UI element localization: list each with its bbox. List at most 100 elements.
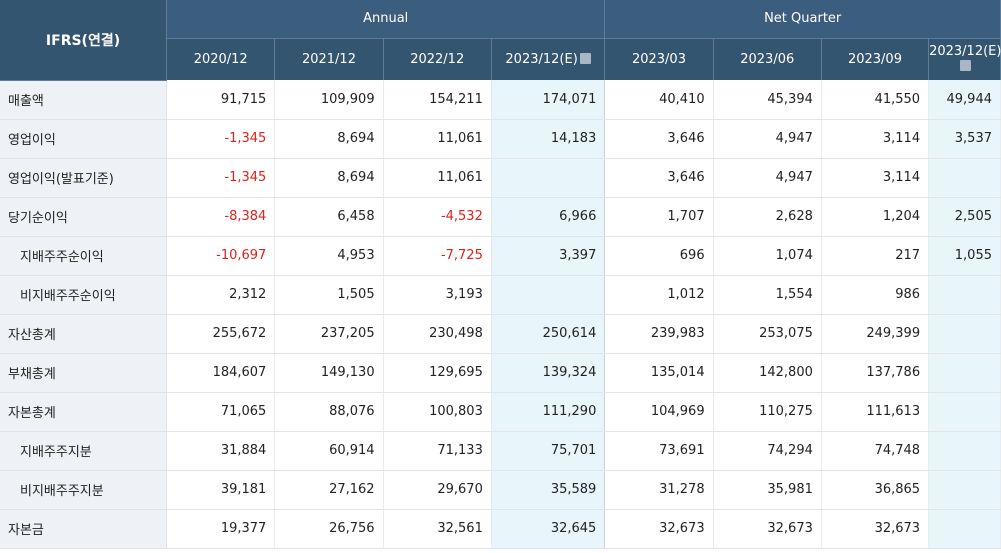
table-row: 당기순이익 -8,384 6,458 -4,532 6,966 1,707 2,628 1,2… (0, 197, 1001, 237)
table-cell (928, 314, 1001, 354)
table-cell: 149,130 (274, 353, 384, 393)
table-cell: 32,673 (713, 509, 822, 549)
table-cell: 6,966 (491, 197, 606, 237)
table-cell: 74,294 (713, 431, 822, 471)
table-cell: 45,394 (713, 80, 822, 120)
row-label: 영업이익 (0, 119, 168, 159)
table-cell: 3,537 (928, 119, 1001, 159)
table-cell: 142,800 (713, 353, 822, 393)
table-cell: 11,061 (383, 119, 492, 159)
table-cell: 137,786 (821, 353, 930, 393)
table-cell: 111,613 (821, 392, 930, 432)
table-cell: 71,133 (383, 431, 492, 471)
table-cell: 32,561 (383, 509, 492, 549)
table-row: 부채총계 184,607 149,130 129,695 139,324 135,014 1… (0, 353, 1001, 393)
row-label: 자본금 (0, 509, 168, 549)
table-row: 자본금 19,377 26,756 32,561 32,645 32,673 32,673 3… (0, 509, 1001, 549)
column-header-label: 2023/06 (740, 51, 795, 67)
table-row: 자본총계 71,065 88,076 100,803 111,290 104,969 110… (0, 392, 1001, 432)
column-header: 2020/12 (166, 38, 276, 80)
table-cell: 217 (821, 236, 930, 276)
column-header: 2023/09 (821, 38, 930, 80)
table-cell: 1,204 (821, 197, 930, 237)
row-label: 매출액 (0, 80, 168, 120)
table-cell: -7,725 (383, 236, 492, 276)
table-cell: 230,498 (383, 314, 492, 354)
table-cell: 129,695 (383, 353, 492, 393)
table-cell (928, 509, 1001, 549)
table-row: 자산총계 255,672 237,205 230,498 250,614 239,983 2… (0, 314, 1001, 354)
table-cell: 73,691 (604, 431, 714, 471)
column-header-label: 2023/12(E) (929, 44, 1001, 60)
table-row: 비지배주주지분 39,181 27,162 29,670 35,589 31,278 35,… (0, 470, 1001, 510)
table-cell (928, 431, 1001, 471)
column-header-label: 2023/09 (847, 51, 902, 67)
table-header: IFRS(연결) Annual Net Quarter 2020/12 2021/… (0, 0, 1001, 81)
corner-label: IFRS(연결) (0, 0, 168, 81)
table-cell: 110,275 (713, 392, 822, 432)
table-cell: 1,707 (604, 197, 714, 237)
column-header[interactable]: 2023/12(E) (491, 38, 606, 80)
table-cell: 41,550 (821, 80, 930, 120)
column-header[interactable]: 2023/12(E) (928, 38, 1001, 80)
table-cell: 154,211 (383, 80, 492, 120)
table-cell: 109,909 (274, 80, 384, 120)
table-cell (928, 158, 1001, 198)
column-header-label: 2021/12 (301, 51, 356, 67)
table-row: 영업이익(발표기준) -1,345 8,694 11,061 3,646 4,947 3,1… (0, 158, 1001, 198)
table-cell: 139,324 (491, 353, 606, 393)
table-cell: 36,865 (821, 470, 930, 510)
row-label: 자본총계 (0, 392, 168, 432)
table-cell: 6,458 (274, 197, 384, 237)
table-cell: 35,589 (491, 470, 606, 510)
table-cell: 31,278 (604, 470, 714, 510)
row-label: 부채총계 (0, 353, 168, 393)
table-cell: 39,181 (166, 470, 276, 510)
table-cell: 4,953 (274, 236, 384, 276)
table-cell: 253,075 (713, 314, 822, 354)
table-cell: 255,672 (166, 314, 276, 354)
column-header-label: 2023/12(E) (505, 51, 578, 67)
table-cell: 1,055 (928, 236, 1001, 276)
table-cell: 49,944 (928, 80, 1001, 120)
table-cell: 2,505 (928, 197, 1001, 237)
table-cell: -1,345 (166, 119, 276, 159)
table-cell: 88,076 (274, 392, 384, 432)
table-cell: -4,532 (383, 197, 492, 237)
table-cell: 35,981 (713, 470, 822, 510)
table-cell: 71,065 (166, 392, 276, 432)
row-label: 영업이익(발표기준) (0, 158, 168, 198)
table-cell: 4,947 (713, 119, 822, 159)
table-cell: 237,205 (274, 314, 384, 354)
table-cell: 32,673 (821, 509, 930, 549)
table-cell: 174,071 (491, 80, 606, 120)
row-label: 지배주주순이익 (0, 236, 168, 276)
table-cell: 40,410 (604, 80, 714, 120)
estimate-info-icon[interactable] (960, 60, 972, 72)
table-cell: 2,312 (166, 275, 276, 315)
table-cell (928, 392, 1001, 432)
table-cell: 32,673 (604, 509, 714, 549)
group-annual: Annual (166, 0, 606, 39)
table-cell: 135,014 (604, 353, 714, 393)
column-header-label: 2023/03 (631, 51, 686, 67)
row-label: 당기순이익 (0, 197, 168, 237)
estimate-info-icon[interactable] (579, 52, 591, 64)
column-header: 2023/03 (604, 38, 714, 80)
table-cell: -1,345 (166, 158, 276, 198)
table-cell: 4,947 (713, 158, 822, 198)
column-header: 2021/12 (274, 38, 384, 80)
table-cell: 14,183 (491, 119, 606, 159)
table-cell: 11,061 (383, 158, 492, 198)
table-cell (928, 353, 1001, 393)
table-cell (491, 275, 606, 315)
table-cell: 104,969 (604, 392, 714, 432)
table-cell: 1,505 (274, 275, 384, 315)
table-row: 영업이익 -1,345 8,694 11,061 14,183 3,646 4,947 3,1… (0, 119, 1001, 159)
table-cell: 8,694 (274, 158, 384, 198)
table-cell: 8,694 (274, 119, 384, 159)
table-cell: 3,646 (604, 158, 714, 198)
table-cell: 1,074 (713, 236, 822, 276)
table-cell: 184,607 (166, 353, 276, 393)
